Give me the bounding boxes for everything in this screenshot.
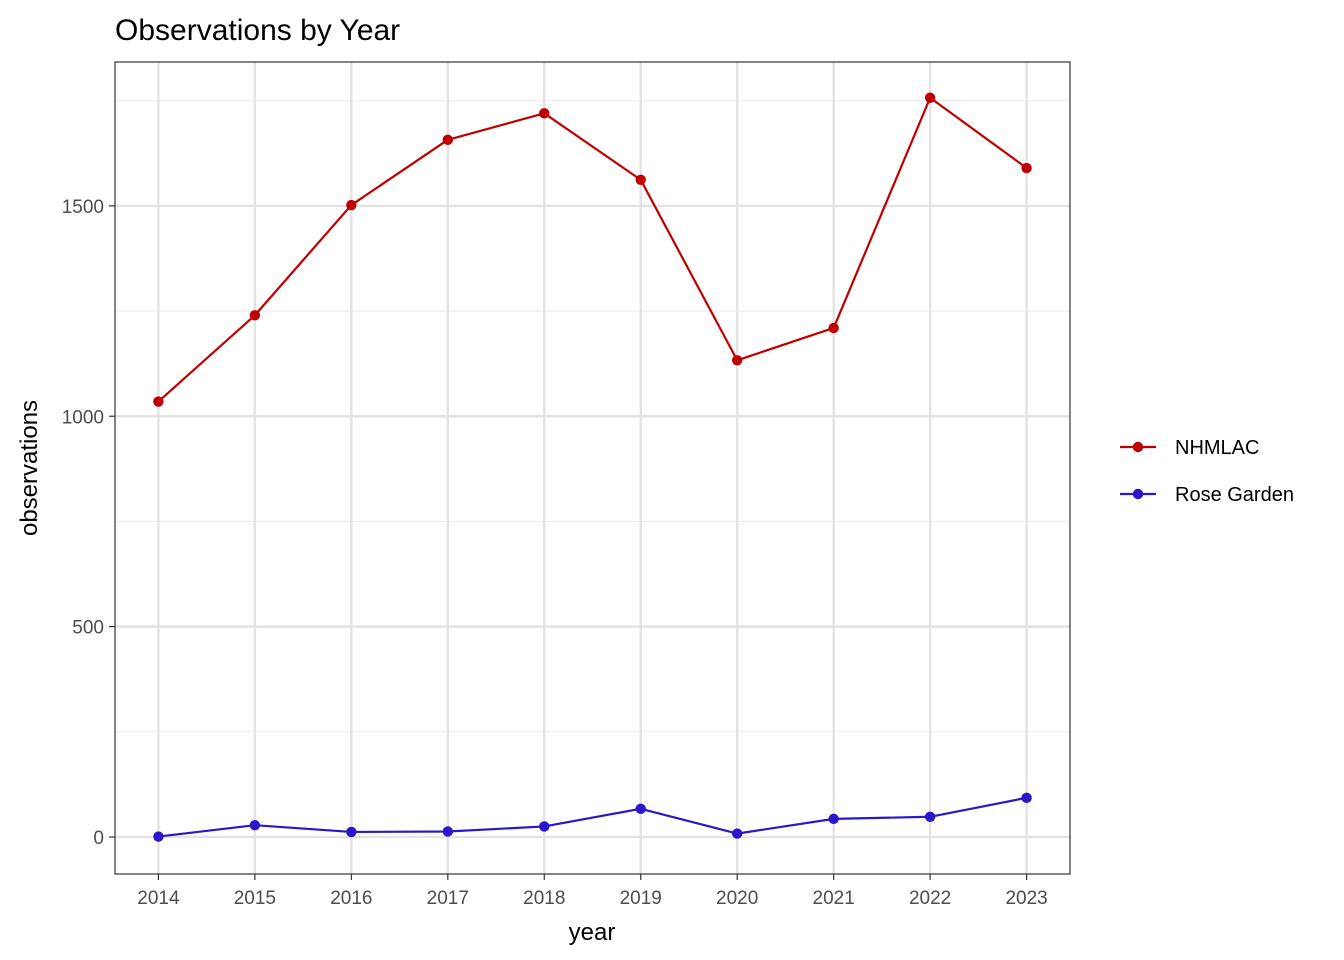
data-point-nhmlac xyxy=(153,396,164,407)
x-tick-label: 2018 xyxy=(523,888,565,909)
data-point-rose-garden xyxy=(924,811,936,822)
data-point-rose-garden xyxy=(346,826,357,838)
data-point-nhmlac xyxy=(924,92,936,103)
major-gridlines xyxy=(115,62,1070,874)
data-point-nhmlac xyxy=(249,310,261,321)
x-tick-label: 2022 xyxy=(909,888,951,909)
series-line-nhmlac xyxy=(157,96,1028,403)
data-point-rose-garden xyxy=(153,831,164,842)
x-tick-label: 2020 xyxy=(716,888,758,909)
legend-key-point-nhmlac xyxy=(1132,441,1144,453)
data-point-rose-garden xyxy=(1021,792,1032,804)
y-tick-label: 0 xyxy=(93,828,104,849)
chart-title: Observations by Year xyxy=(115,14,400,47)
y-tick-label: 1000 xyxy=(62,407,104,428)
data-point-rose-garden xyxy=(442,826,454,837)
series-layer xyxy=(153,92,1032,842)
x-tick-label: 2019 xyxy=(620,888,662,909)
x-tick-label: 2014 xyxy=(137,888,180,909)
x-tick-label: 2015 xyxy=(234,888,276,909)
legend: NHMLAC Rose Garden xyxy=(1120,437,1294,506)
y-tick-label: 500 xyxy=(72,618,104,639)
data-point-nhmlac xyxy=(635,174,646,186)
x-tick-label: 2016 xyxy=(330,888,372,909)
minor-gridlines xyxy=(115,100,1070,733)
data-point-nhmlac xyxy=(731,355,743,366)
x-tick-label: 2023 xyxy=(1005,888,1047,909)
legend-label-nhmlac: NHMLAC xyxy=(1175,437,1259,459)
data-point-nhmlac xyxy=(828,322,839,334)
plot-border xyxy=(114,61,1071,875)
data-point-rose-garden xyxy=(828,813,839,825)
data-point-rose-garden xyxy=(635,803,646,814)
data-point-nhmlac xyxy=(442,134,454,146)
data-point-rose-garden xyxy=(539,821,550,832)
x-tick-label: 2021 xyxy=(813,888,855,909)
y-tick-label: 1500 xyxy=(62,197,104,218)
plot-panel xyxy=(115,62,1070,874)
x-axis: 2014 2015 2016 2017 2018 2019 2020 2021 2022 2023 xyxy=(137,874,1048,909)
y-axis: 0 500 1000 1500 xyxy=(62,197,115,849)
data-point-nhmlac xyxy=(346,199,357,211)
x-tick-label: 2017 xyxy=(427,888,469,909)
data-point-rose-garden xyxy=(249,819,261,831)
y-axis-title: observations xyxy=(16,400,43,536)
series-line-rose-garden xyxy=(158,796,1027,838)
data-point-nhmlac xyxy=(539,108,550,119)
x-axis-title: year xyxy=(569,919,616,946)
legend-label-rose-garden: Rose Garden xyxy=(1175,484,1294,506)
legend-key-point-rose-garden xyxy=(1132,488,1144,500)
data-point-rose-garden xyxy=(731,828,743,839)
data-point-nhmlac xyxy=(1021,162,1032,174)
